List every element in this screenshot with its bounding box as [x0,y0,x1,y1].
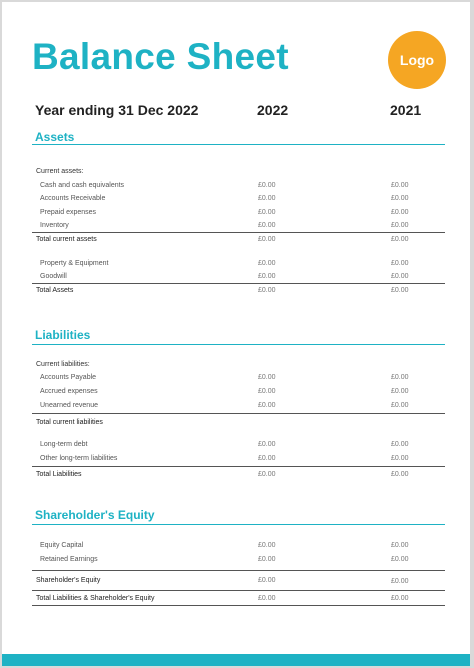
equity-section-title: Shareholder's Equity [35,508,155,522]
period-heading: Year ending 31 Dec 2022 [35,102,199,118]
row-divider [32,570,445,571]
liabilities-section-title: Liabilities [35,328,91,342]
total-current-liabilities-label: Total current liabilities [36,419,103,426]
current-liabilities-heading: Current liabilities: [36,361,90,368]
liabilities-divider [32,344,445,345]
logo-placeholder: Logo [388,31,446,89]
row-divider [32,466,445,467]
column-heading-2021: 2021 [390,102,422,118]
current-assets-heading: Current assets: [36,168,84,175]
row-divider [32,283,445,284]
footer-bar [2,654,470,666]
assets-section-title: Assets [35,130,75,144]
assets-divider [32,144,445,145]
equity-divider [32,524,445,525]
row-divider [32,590,445,591]
page-title: Balance Sheet [32,36,289,77]
row-divider [32,232,445,233]
row-divider [32,605,445,606]
column-heading-2022: 2022 [257,102,289,118]
row-divider [32,413,445,414]
